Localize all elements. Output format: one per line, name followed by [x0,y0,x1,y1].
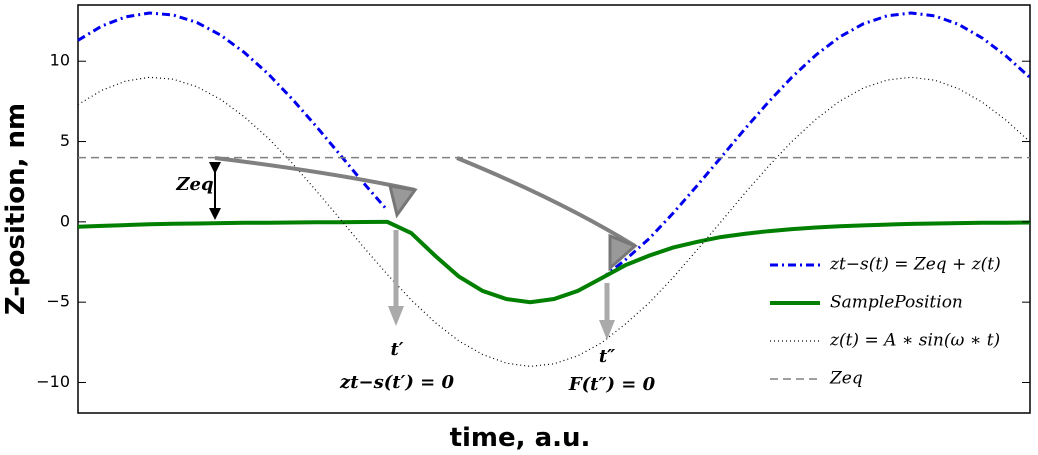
arrow-head [388,306,404,326]
annotation: zt−s(t′) = 0 [339,372,454,393]
plot-area [77,4,1031,414]
y-axis-label: Z-position, nm [1,103,31,315]
legend-label: zt−s(t) = Zeq + z(t) [829,255,1001,275]
tip [388,184,418,219]
annotation: F(t″) = 0 [568,374,656,395]
annotation: t″ [599,346,615,367]
legend-label: z(t) = A ∗ sin(ω ∗ t) [829,331,1000,351]
arrow-head [599,320,615,340]
annotation: t′ [390,339,403,360]
annotation-shapes [209,156,638,340]
tip [608,233,638,272]
y-tick-label: 5 [60,131,70,150]
legend-label: SamplePosition [830,293,963,313]
annotation: Zeq [175,174,213,195]
legend-label: Zeq [829,369,863,389]
cantilever [456,156,637,248]
y-tick-label: −5 [46,292,70,311]
series-line [77,11,1032,280]
series-line [77,76,1031,368]
series-line [77,219,1031,305]
x-axis-label: time, a.u. [450,423,591,453]
y-tick-label: 0 [60,211,70,230]
plot [77,11,1032,368]
y-tick-label: −10 [36,372,70,391]
y-tick-label: 10 [50,51,70,70]
